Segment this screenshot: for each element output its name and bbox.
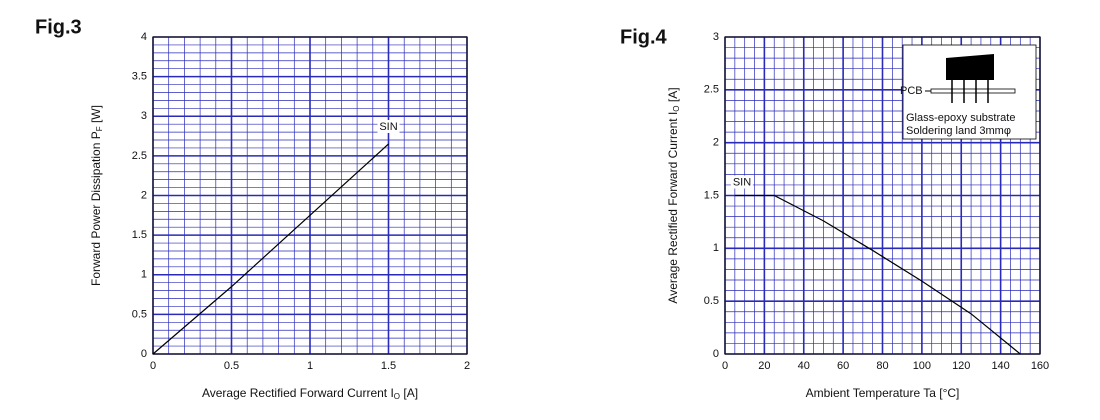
chart-title: Fig.3 (35, 16, 82, 38)
axis-label-part: O (394, 392, 400, 401)
y-tick-label: 2.5 (132, 150, 147, 162)
x-tick-label: 40 (798, 360, 810, 372)
x-tick-label: 0 (150, 360, 156, 372)
axis-label-part: Forward Power Dissipation P (89, 131, 103, 286)
y-tick-label: 3 (141, 110, 147, 122)
axis-label-part: O (672, 105, 681, 111)
y-tick-label: 3 (713, 31, 719, 43)
series-label: SIN (379, 121, 397, 133)
line (734, 194, 1021, 355)
series-label: SIN (733, 176, 751, 188)
package-icon (946, 54, 994, 80)
pcb-icon (930, 88, 1016, 94)
x-tick-label: 1.5 (381, 360, 396, 372)
y-tick-label: 0.5 (704, 295, 719, 307)
series-label-bg (730, 175, 753, 189)
y-tick-label: 1.5 (132, 229, 147, 241)
x-tick-label: 120 (952, 360, 970, 372)
y-tick-label: 2 (713, 137, 719, 149)
axis-label-part: Ambient Temperature Ta [°C] (806, 386, 960, 400)
y-tick-label: 4 (141, 31, 147, 43)
inset: PCB Glass-epoxy substrate Soldering land… (900, 44, 1037, 140)
axis-label: Average Rectified Forward Current IO [A] (202, 386, 418, 401)
x-tick-label: 60 (837, 360, 849, 372)
plot-frame (152, 36, 468, 355)
x-tick-label: 20 (758, 360, 770, 372)
x-tick-label: 0 (722, 360, 728, 372)
inset-note: Glass-epoxy substrate (906, 112, 1015, 124)
y-tick-label: 1 (141, 269, 147, 281)
axis-label-part: Average Rectified Forward Current I (202, 386, 394, 400)
x-tick-label: 1 (307, 360, 313, 372)
axis-label: Ambient Temperature Ta [°C] (806, 386, 960, 400)
x-tick-label: 2 (464, 360, 470, 372)
axis-label: Average Rectified Forward Current IO [A] (666, 87, 681, 303)
y-tick-label: 1.5 (704, 189, 719, 201)
chart-title: Fig.4 (620, 26, 668, 48)
axis-label-part: [A] (666, 87, 680, 105)
y-tick-label: 0.5 (132, 308, 147, 320)
inset-note: Soldering land 3mmφ (906, 125, 1011, 137)
axis-label-part: Average Rectified Forward Current I (666, 112, 680, 304)
x-tick-label: 160 (1031, 360, 1049, 372)
inset-label: PCB (900, 85, 923, 97)
y-tick-label: 0 (141, 348, 147, 360)
y-tick-label: 2 (141, 189, 147, 201)
plot-frame (724, 36, 1041, 355)
line (152, 143, 389, 355)
y-tick-label: 3.5 (132, 71, 147, 83)
series-label-bg (377, 119, 400, 133)
x-tick-label: 0.5 (224, 360, 239, 372)
y-tick-label: 2.5 (704, 84, 719, 96)
x-tick-label: 140 (991, 360, 1009, 372)
axis-label-part: [W] (89, 105, 103, 126)
x-tick-label: 80 (876, 360, 888, 372)
axis-label-part: F (95, 126, 104, 131)
x-tick-label: 100 (913, 360, 931, 372)
y-tick-label: 0 (713, 348, 719, 360)
axis-label-part: [A] (400, 386, 418, 400)
axis-label: Forward Power Dissipation PF [W] (89, 105, 104, 286)
pins (951, 80, 989, 103)
y-tick-label: 1 (713, 242, 719, 254)
